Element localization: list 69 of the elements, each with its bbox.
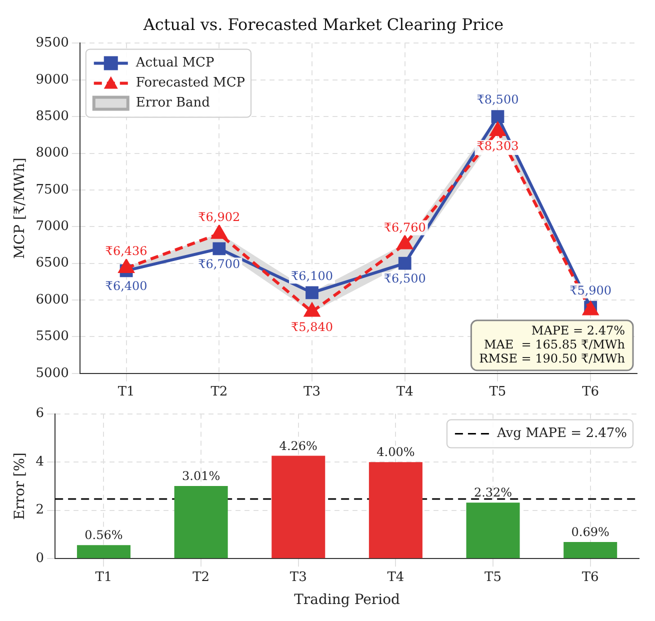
- point: [212, 225, 227, 239]
- x-tick-label: T1: [95, 570, 112, 585]
- point: [304, 303, 320, 317]
- y-tick-label: 9000: [36, 72, 69, 88]
- point: [398, 256, 412, 270]
- data-label: ₹6,100: [291, 268, 334, 283]
- bar: [272, 456, 326, 558]
- data-label: ₹6,436: [105, 244, 148, 258]
- data-label: ₹6,400: [105, 278, 148, 293]
- x-tick-label: T5: [484, 570, 502, 585]
- data-label: ₹6,700: [198, 256, 240, 271]
- bar: [174, 486, 228, 558]
- bar: [564, 542, 618, 558]
- legend-label: Avg MAPE = 2.47%: [496, 426, 628, 442]
- bar: [466, 502, 520, 558]
- data-label: ₹6,902: [198, 210, 240, 224]
- annotation: MAPE = 2.47%: [531, 324, 625, 338]
- y-tick-label: 6500: [36, 256, 69, 271]
- data-label: ₹5,900: [570, 283, 612, 298]
- annotation: RMSE = 190.50 ₹/MWh: [479, 352, 626, 366]
- data-label: 4.26%: [279, 438, 318, 453]
- x-tick-label: T6: [582, 384, 600, 400]
- legend-label: Error Band: [136, 96, 210, 111]
- x-tick-label: T2: [210, 384, 228, 400]
- x-tick-label: T3: [304, 384, 320, 400]
- y-axis-title: Error [%]: [12, 452, 28, 520]
- data-label: ₹5,840: [291, 320, 334, 334]
- data-label: ₹6,500: [384, 271, 426, 286]
- data-label: 2.32%: [474, 486, 512, 500]
- y-tick-label: 9500: [36, 36, 69, 51]
- y-tick-label: 7000: [36, 219, 69, 234]
- y-tick-label: 4: [36, 454, 44, 470]
- point: [397, 236, 412, 250]
- y-tick-label: 0: [36, 550, 44, 566]
- point: [490, 122, 506, 136]
- data-label: 0.56%: [84, 528, 123, 542]
- x-axis-title: Trading Period: [294, 592, 400, 608]
- y-tick-label: 2: [36, 502, 44, 518]
- y-tick-label: 7500: [36, 182, 69, 198]
- data-label: ₹8,303: [476, 139, 519, 154]
- point: [491, 110, 504, 124]
- y-tick-label: 5000: [36, 366, 69, 381]
- data-label: 3.01%: [182, 469, 220, 484]
- x-tick-label: T4: [396, 384, 414, 400]
- data-label: ₹8,500: [476, 92, 519, 107]
- data-label: 0.69%: [571, 525, 610, 540]
- x-tick-label: T2: [192, 570, 210, 585]
- y-tick-label: 5500: [36, 329, 69, 344]
- bar: [76, 545, 130, 558]
- y-tick-label: 6000: [36, 292, 69, 308]
- legend-label: Actual MCP: [134, 56, 214, 71]
- legend-label: Forecasted MCP: [136, 76, 246, 91]
- data-label: ₹6,760: [384, 220, 426, 234]
- x-tick-label: T5: [489, 384, 506, 400]
- chart-title: Actual vs. Forecasted Market Clearing Price: [142, 14, 504, 34]
- point: [306, 286, 318, 300]
- x-tick-label: T1: [118, 384, 135, 400]
- annotation: MAE = 165.85 ₹/MWh: [484, 338, 626, 352]
- point: [118, 260, 134, 274]
- y-tick-label: 8000: [36, 146, 69, 161]
- data-label: 4.00%: [376, 445, 415, 460]
- bar: [368, 462, 422, 558]
- x-tick-label: T4: [387, 570, 404, 585]
- y-tick-label: 6: [36, 406, 44, 422]
- x-tick-label: T3: [290, 570, 307, 585]
- y-axis-title: MCP [₹/MWh]: [12, 158, 28, 259]
- point: [212, 242, 226, 256]
- x-tick-label: T6: [582, 570, 599, 585]
- y-tick-label: 8500: [36, 108, 69, 124]
